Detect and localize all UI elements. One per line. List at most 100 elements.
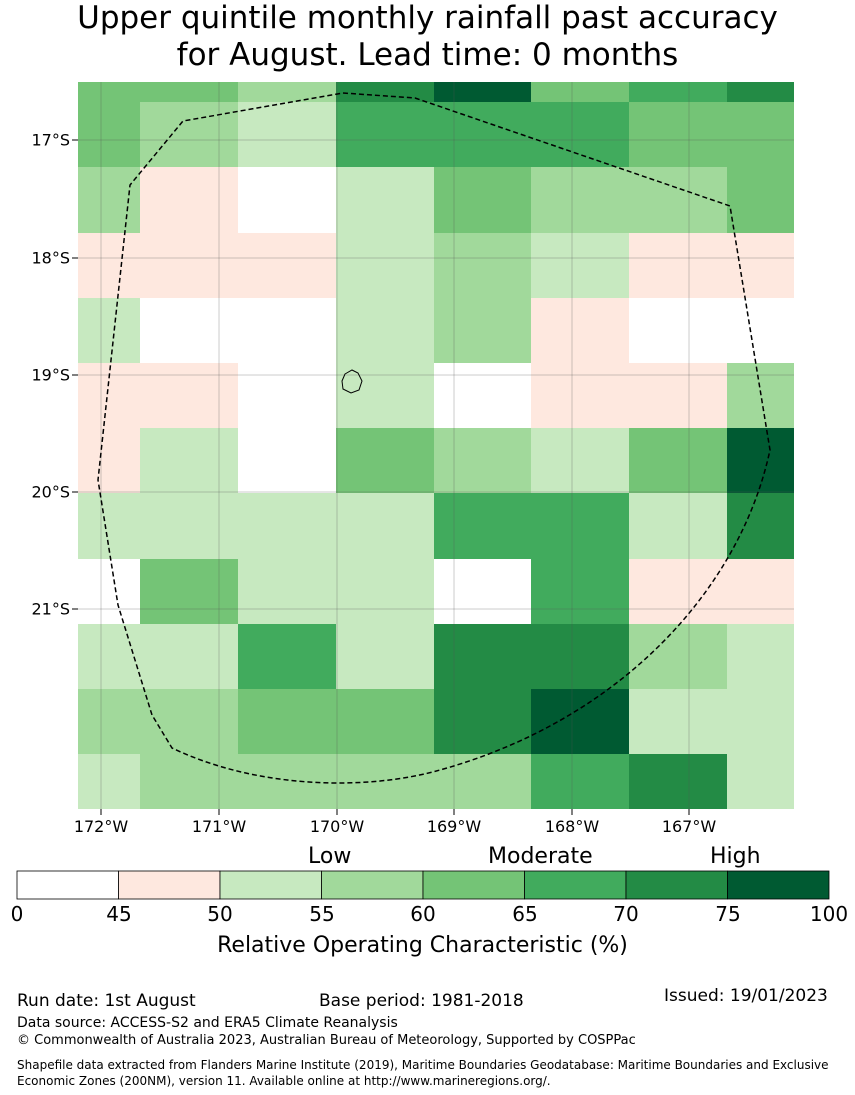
run-date: Run date: 1st August [17, 991, 196, 1011]
roc-cell [78, 363, 140, 428]
roc-cell [531, 298, 629, 363]
roc-cell [531, 82, 629, 102]
tick-label: 45 [106, 902, 132, 926]
roc-cell [434, 493, 531, 559]
lat-label: 20°S [31, 482, 70, 502]
roc-cell [434, 363, 531, 428]
title-line-1: Upper quintile monthly rainfall past acc… [77, 0, 778, 36]
roc-cell [727, 167, 794, 233]
roc-cell [727, 298, 794, 363]
roc-cell [629, 298, 727, 363]
roc-cell [531, 233, 629, 298]
colorbar-swatch [321, 870, 424, 900]
roc-grid-cells [78, 82, 794, 809]
roc-cell [727, 428, 794, 493]
category-low: Low [308, 844, 352, 869]
category-high: High [710, 844, 761, 869]
tick-label: 50 [207, 902, 233, 926]
lon-label: 171°W [191, 817, 247, 836]
lon-label: 167°W [661, 817, 717, 836]
copyright: © Commonwealth of Australia 2023, Austra… [17, 1033, 636, 1048]
lon-label: 172°W [73, 817, 129, 836]
roc-cell [629, 102, 727, 167]
roc-cell [531, 102, 629, 167]
roc-cell [629, 82, 727, 102]
roc-cell [629, 493, 727, 559]
roc-cell [140, 233, 238, 298]
tick-label: 70 [613, 902, 639, 926]
roc-cell [336, 428, 434, 493]
roc-cell [531, 428, 629, 493]
roc-cell [434, 624, 531, 689]
colorbar-swatch [524, 870, 627, 900]
colorbar-swatch [16, 870, 119, 900]
roc-cell [78, 167, 140, 233]
roc-cell [629, 689, 727, 754]
shapefile-credit: Shapefile data extracted from Flanders M… [17, 1058, 829, 1088]
base-period: Base period: 1981-2018 [319, 991, 524, 1011]
roc-cell [434, 298, 531, 363]
roc-cell [336, 298, 434, 363]
roc-cell [78, 102, 140, 167]
roc-cell [629, 559, 727, 624]
roc-cell [434, 233, 531, 298]
roc-cell [531, 624, 629, 689]
roc-cell [531, 559, 629, 624]
roc-cell [78, 559, 140, 624]
tick-label: 55 [309, 902, 335, 926]
eez-boundary [97, 92, 771, 784]
roc-cell [140, 167, 238, 233]
colorbar [16, 870, 830, 900]
niue-island-outline [341, 369, 363, 394]
roc-cell [78, 233, 140, 298]
colorbar-swatch [422, 870, 525, 900]
roc-cell [727, 233, 794, 298]
tick-label: 75 [715, 902, 741, 926]
roc-cell [336, 624, 434, 689]
roc-cell [531, 754, 629, 809]
roc-cell [434, 428, 531, 493]
roc-cell [434, 754, 531, 809]
colorbar-swatch [219, 870, 322, 900]
colorbar-swatch [625, 870, 728, 900]
data-source: Data source: ACCESS-S2 and ERA5 Climate … [17, 1015, 398, 1031]
roc-cell [336, 559, 434, 624]
roc-cell [727, 82, 794, 102]
lat-label: 18°S [31, 248, 70, 268]
roc-cell [727, 102, 794, 167]
tick-label: 60 [410, 902, 436, 926]
roc-cell [78, 689, 140, 754]
roc-cell [727, 493, 794, 559]
roc-cell [140, 624, 238, 689]
roc-cell [727, 754, 794, 809]
roc-cell [238, 754, 336, 809]
roc-cell [140, 559, 238, 624]
lat-label: 19°S [31, 365, 70, 385]
tick-label: 0 [10, 902, 24, 926]
roc-cell [78, 754, 140, 809]
roc-cell [629, 233, 727, 298]
roc-cell [531, 167, 629, 233]
roc-cell [434, 689, 531, 754]
roc-cell [238, 82, 336, 102]
roc-cell [727, 559, 794, 624]
roc-cell [629, 363, 727, 428]
issued-date: Issued: 19/01/2023 [664, 986, 828, 1006]
colorbar-swatch [118, 870, 221, 900]
roc-cell [140, 754, 238, 809]
roc-cell [238, 102, 336, 167]
category-moderate: Moderate [488, 844, 593, 869]
roc-cell [238, 167, 336, 233]
lat-label: 17°S [31, 130, 70, 150]
roc-cell [531, 689, 629, 754]
roc-cell [531, 493, 629, 559]
roc-cell [238, 363, 336, 428]
roc-cell [336, 754, 434, 809]
roc-cell [336, 167, 434, 233]
roc-cell [78, 624, 140, 689]
colorbar-swatch [727, 870, 830, 900]
roc-cell [140, 363, 238, 428]
roc-cell [336, 102, 434, 167]
roc-cell [78, 82, 238, 102]
roc-cell [336, 233, 434, 298]
